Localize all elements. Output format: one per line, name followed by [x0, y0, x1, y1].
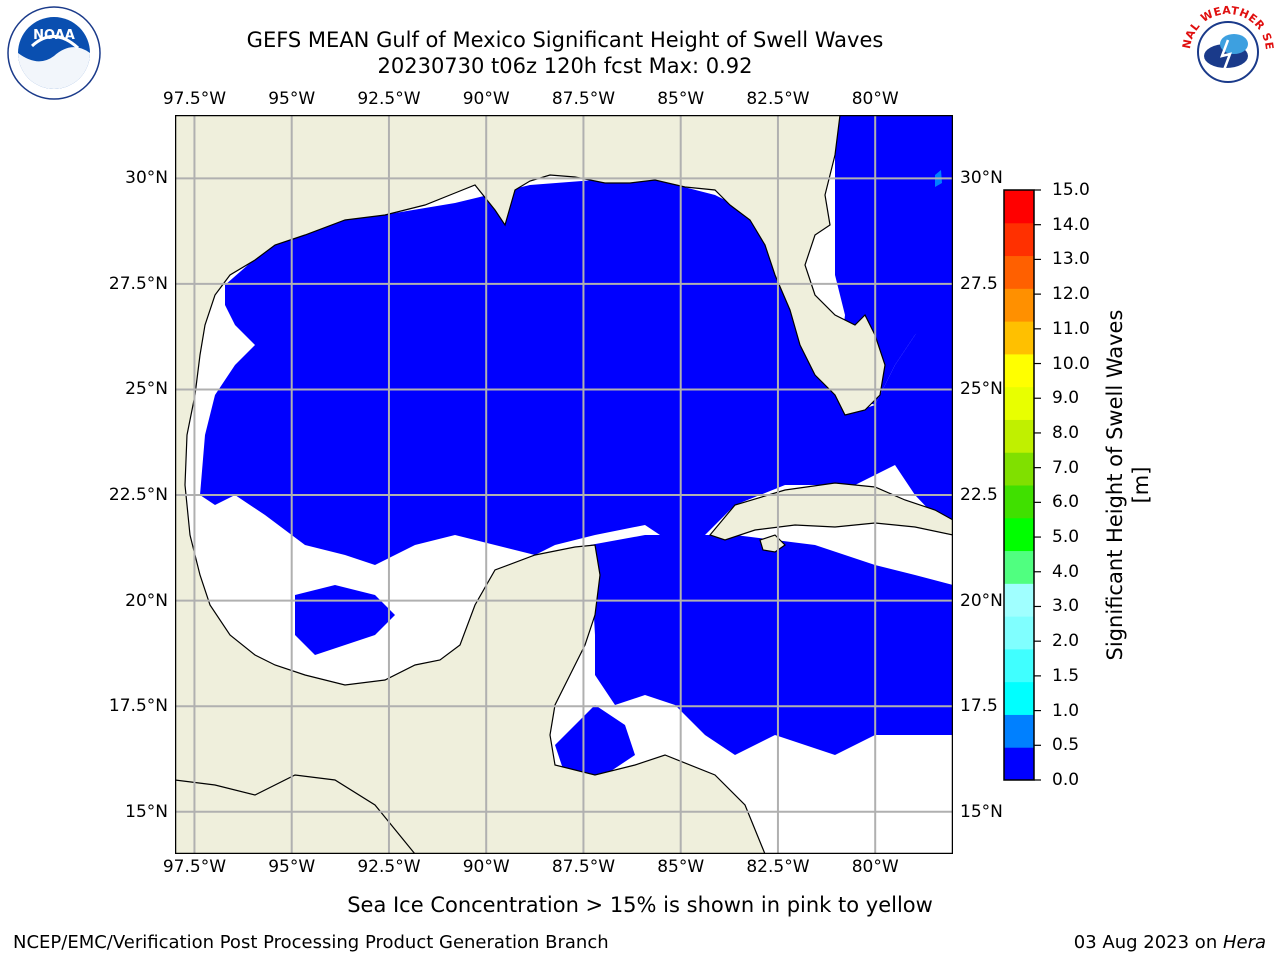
colorbar-segment-8: [1004, 485, 1034, 519]
colorbar-tick-label-13: 2.0: [1052, 631, 1080, 652]
colorbar-tick-label-6: 9.0: [1052, 388, 1080, 409]
colorbar-segment-12: [1004, 353, 1034, 388]
map-frame: [175, 115, 953, 854]
lat-label-left-1: 27.5°N: [108, 273, 168, 294]
machine-name: Hera: [1222, 932, 1266, 953]
date-text: 03 Aug 2023 on Hera: [1074, 932, 1266, 954]
lat-label-right-6: 15°N: [960, 801, 1003, 822]
lat-label-left-6: 15°N: [125, 801, 168, 822]
colorbar-tick-label-0: 15.0: [1052, 180, 1090, 200]
lat-label-left-3: 22.5°N: [108, 485, 168, 506]
colorbar-tick-label-10: 5.0: [1052, 527, 1080, 548]
colorbar-tick-label-3: 12.0: [1052, 284, 1090, 305]
lat-label-right-3: 22.5: [960, 485, 998, 506]
colorbar-tick-label-9: 6.0: [1052, 492, 1080, 513]
lat-label-right-4: 20°N: [960, 590, 1003, 611]
colorbar-segment-17: [1004, 190, 1034, 224]
nws-logo: NATIONAL WEATHER SERVICE: [1176, 4, 1276, 96]
colorbar-tick-label-7: 8.0: [1052, 422, 1080, 443]
lon-label-bottom-2: 92.5°W: [357, 857, 421, 877]
swell-area-yucatan: [555, 705, 635, 775]
colorbar-segment-13: [1004, 321, 1034, 355]
lat-label-right-1: 27.5: [960, 273, 998, 294]
colorbar-segment-16: [1004, 222, 1034, 257]
colorbar-tick-label-5: 10.0: [1052, 353, 1090, 374]
colorbar-tick-label-4: 11.0: [1052, 318, 1090, 339]
lat-label-left-5: 17.5°N: [108, 696, 168, 717]
lon-label-top-2: 92.5°W: [357, 89, 421, 109]
colorbar-segment-10: [1004, 419, 1034, 453]
colorbar-segment-6: [1004, 550, 1034, 584]
map-gridlines: [175, 115, 953, 854]
colorbar-tick-label-17: 0.0: [1052, 770, 1080, 790]
colorbar-segment-14: [1004, 288, 1034, 322]
lon-label-top-5: 85°W: [657, 89, 705, 109]
lon-label-bottom-1: 95°W: [268, 857, 316, 877]
lat-label-left-2: 25°N: [125, 379, 168, 400]
colorbar-tick-label-2: 13.0: [1052, 249, 1090, 270]
colorbar-segment-5: [1004, 583, 1034, 617]
noaa-logo-text: NOAA: [33, 28, 75, 43]
colorbar-segment-1: [1004, 714, 1034, 748]
lon-label-top-4: 87.5°W: [551, 89, 616, 109]
colorbar-tick-label-1: 14.0: [1052, 214, 1090, 235]
colorbar-segment-3: [1004, 648, 1034, 683]
sea-ice-note: Sea Ice Concentration > 15% is shown in …: [347, 893, 933, 917]
colorbar-segment-0: [1004, 747, 1034, 781]
lat-label-right-2: 25°N: [960, 379, 1003, 400]
lon-label-top-6: 82.5°W: [746, 89, 810, 109]
lon-label-bottom-0: 97.5°W: [162, 857, 227, 877]
colorbar: [1003, 189, 1041, 781]
lon-label-bottom-7: 80°W: [851, 857, 899, 877]
colorbar-tick-label-14: 1.5: [1052, 665, 1080, 686]
lat-label-left-0: 30°N: [125, 168, 168, 189]
lon-label-bottom-5: 85°W: [657, 857, 705, 877]
lon-label-bottom-6: 82.5°W: [746, 857, 810, 877]
colorbar-segment-2: [1004, 681, 1034, 715]
colorbar-segment-4: [1004, 616, 1034, 650]
map-plot: [175, 115, 953, 854]
lat-label-left-4: 20°N: [125, 590, 168, 611]
swell-area-sw-gulf: [295, 585, 395, 655]
lon-label-top-0: 97.5°W: [162, 89, 227, 109]
credit-text: NCEP/EMC/Verification Post Processing Pr…: [13, 932, 609, 953]
lat-label-right-0: 30°N: [960, 168, 1003, 189]
colorbar-segment-15: [1004, 255, 1034, 289]
colorbar-segment-7: [1004, 517, 1034, 552]
colorbar-tick-label-11: 4.0: [1052, 561, 1080, 582]
colorbar-label: Significant Height of Swell Waves [m]: [1103, 309, 1153, 661]
colorbar-tick-label-8: 7.0: [1052, 457, 1080, 478]
map-title: GEFS MEAN Gulf of Mexico Significant Hei…: [246, 28, 884, 52]
colorbar-frame: [1003, 189, 1035, 781]
colorbar-tick-label-12: 3.0: [1052, 596, 1080, 617]
lon-label-bottom-4: 87.5°W: [551, 857, 616, 877]
lon-label-top-3: 90°W: [462, 89, 510, 109]
colorbar-tick-label-16: 0.5: [1052, 735, 1080, 756]
noaa-logo: NOAA: [7, 6, 101, 100]
date-value: 03 Aug 2023 on: [1073, 932, 1223, 953]
colorbar-tick-label-15: 1.0: [1052, 700, 1080, 721]
land-cuba: [708, 482, 953, 541]
map-subtitle: 20230730 t06z 120h fcst Max: 0.92: [377, 54, 753, 78]
colorbar-segment-9: [1004, 452, 1034, 486]
lon-label-top-1: 95°W: [268, 89, 316, 109]
lon-label-bottom-3: 90°W: [462, 857, 510, 877]
lon-label-top-7: 80°W: [851, 89, 899, 109]
colorbar-segment-11: [1004, 386, 1034, 420]
lat-label-right-5: 17.5: [960, 696, 998, 717]
